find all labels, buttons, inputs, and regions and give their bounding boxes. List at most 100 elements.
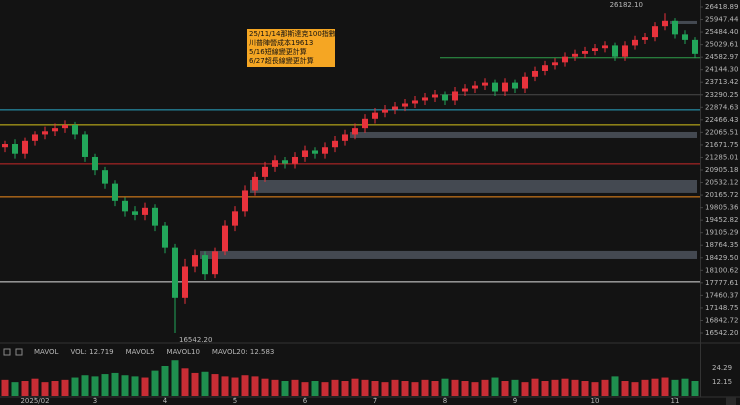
volume-legend: MAVOL5: [126, 348, 155, 356]
candle-body: [512, 82, 518, 89]
candle-body: [292, 156, 298, 164]
volume-bar: [431, 381, 439, 396]
candle-body: [202, 255, 208, 275]
candle-body: [582, 51, 588, 54]
volume-bar: [201, 371, 209, 396]
candle-body: [532, 70, 538, 77]
candle-body: [142, 207, 148, 215]
volume-legend: VOL: 12.719: [70, 348, 113, 356]
zone: [250, 179, 697, 193]
volume-bar: [651, 378, 659, 396]
volume-bar: [211, 374, 219, 396]
candle-body: [152, 207, 158, 226]
candle-body: [492, 82, 498, 92]
volume-bar: [71, 377, 79, 396]
volume-bar: [181, 368, 189, 396]
candle-body: [232, 211, 238, 226]
x-tick-label: 4: [163, 397, 168, 405]
candle-body: [452, 91, 458, 101]
volume-bar: [401, 381, 409, 396]
y-tick-label: 18100.62: [705, 266, 738, 274]
candle-body: [472, 85, 478, 89]
zone: [670, 20, 697, 24]
panel-icon[interactable]: [3, 348, 11, 356]
price-annotation: 16542.20: [179, 336, 212, 344]
volume-bar: [21, 381, 29, 396]
volume-bar: [601, 379, 609, 396]
note-line: 6/27超長線變更計算: [249, 56, 314, 65]
y-tick-label: 16542.20: [705, 329, 738, 337]
x-tick-label: 3: [93, 397, 97, 405]
volume-bar: [191, 372, 199, 396]
note: 25/11/14那斯達克100指數川普陣營成本196135/16短線變更計算6/…: [247, 29, 336, 67]
note-line: 5/16短線變更計算: [249, 47, 307, 56]
x-tick-label: 7: [373, 397, 377, 405]
volume-bar: [151, 370, 159, 396]
candle-body: [222, 225, 228, 252]
volume-bar: [331, 379, 339, 396]
y-tick-label: 19452.82: [705, 216, 738, 224]
candle-body: [632, 39, 638, 46]
y-tick-label: 20905.18: [705, 166, 738, 174]
y-tick-label: 21285.01: [705, 153, 738, 161]
settings-icon[interactable]: [726, 397, 736, 405]
volume-bar: [361, 379, 369, 396]
x-tick-label: 8: [443, 397, 447, 405]
candle-body: [622, 45, 628, 57]
volume-bar: [231, 377, 239, 396]
volume-bar: [641, 379, 649, 396]
y-tick-label: 21671.75: [705, 141, 738, 149]
volume-legend: MAVOL: [34, 348, 59, 356]
volume-bar: [581, 381, 589, 396]
panel-icon[interactable]: [15, 348, 23, 356]
candle-body: [662, 20, 668, 27]
y-tick-label: 23290.25: [705, 91, 738, 99]
candle-body: [32, 134, 38, 141]
volume-bar: [411, 382, 419, 396]
volume-bar: [471, 382, 479, 396]
candle-body: [462, 88, 468, 92]
y-tick-label: 16842.72: [705, 316, 738, 324]
x-tick-label: 2025/02: [20, 397, 49, 405]
candle-body: [572, 53, 578, 57]
volume-bar: [591, 382, 599, 396]
y-tick-label: 17148.75: [705, 304, 738, 312]
volume-bar: [221, 376, 229, 396]
volume-bar: [691, 381, 699, 396]
candle-body: [522, 76, 528, 89]
volume-bar: [101, 374, 109, 396]
candle-body: [592, 48, 598, 52]
candle-body: [112, 183, 118, 201]
volume-bar: [111, 372, 119, 396]
volume-bar: [351, 378, 359, 396]
candle-body: [652, 26, 658, 38]
x-tick-label: 5: [233, 397, 237, 405]
volume-bar: [61, 379, 69, 396]
candle-body: [442, 94, 448, 101]
candle-body: [252, 176, 258, 191]
volume-bar: [31, 378, 39, 396]
candle-body: [192, 255, 198, 267]
candle-body: [342, 134, 348, 141]
note-line: 25/11/14那斯達克100指數: [249, 29, 336, 38]
volume-bar: [281, 381, 289, 396]
candle-body: [62, 125, 68, 129]
volume-bar: [41, 382, 49, 396]
candle-body: [302, 150, 308, 157]
volume-bar: [521, 382, 529, 396]
y-tick-label: 20532.12: [705, 179, 738, 187]
volume-bar: [631, 382, 639, 396]
candle-body: [122, 200, 128, 212]
candle-body: [352, 128, 358, 135]
candle-body: [272, 160, 278, 167]
candle-body: [172, 247, 178, 298]
candle-body: [262, 166, 268, 177]
volume-bar: [561, 378, 569, 396]
volume-bar: [81, 375, 89, 396]
volume-bar: [51, 381, 59, 396]
volume-bar: [441, 378, 449, 396]
candle-body: [332, 140, 338, 148]
note-line: 川普陣營成本19613: [249, 38, 313, 47]
volume-bar: [171, 360, 179, 396]
